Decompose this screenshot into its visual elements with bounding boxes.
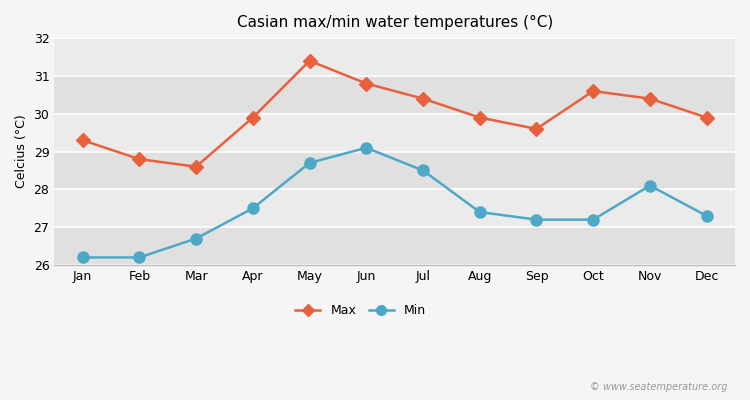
Bar [54, 152, 735, 189]
Min [78, 255, 87, 260]
Bar [54, 76, 735, 114]
Min [248, 206, 257, 211]
Legend: Max, Min: Max, Min [290, 299, 430, 322]
Line: Min: Min [77, 142, 712, 263]
Max [305, 58, 314, 63]
Max [646, 96, 655, 101]
Min [135, 255, 144, 260]
Min [305, 160, 314, 165]
Min [646, 183, 655, 188]
Title: Casian max/min water temperatures (°C): Casian max/min water temperatures (°C) [236, 15, 553, 30]
Min [702, 214, 711, 218]
Max [78, 138, 87, 143]
Bar [54, 114, 735, 152]
Max [419, 96, 428, 101]
Max [589, 89, 598, 94]
Bar [54, 189, 735, 227]
Max [362, 81, 370, 86]
Bar [54, 38, 735, 76]
Line: Max: Max [78, 56, 712, 172]
Min [191, 236, 200, 241]
Max [248, 115, 257, 120]
Max [532, 126, 541, 131]
Min [589, 217, 598, 222]
Max [191, 164, 200, 169]
Max [476, 115, 484, 120]
Y-axis label: Celcius (°C): Celcius (°C) [15, 115, 28, 188]
Min [419, 168, 428, 173]
Min [476, 210, 484, 214]
Min [532, 217, 541, 222]
Max [702, 115, 711, 120]
Bar [54, 227, 735, 265]
Max [135, 157, 144, 162]
Text: © www.seatemperature.org: © www.seatemperature.org [590, 382, 728, 392]
Min [362, 145, 370, 150]
